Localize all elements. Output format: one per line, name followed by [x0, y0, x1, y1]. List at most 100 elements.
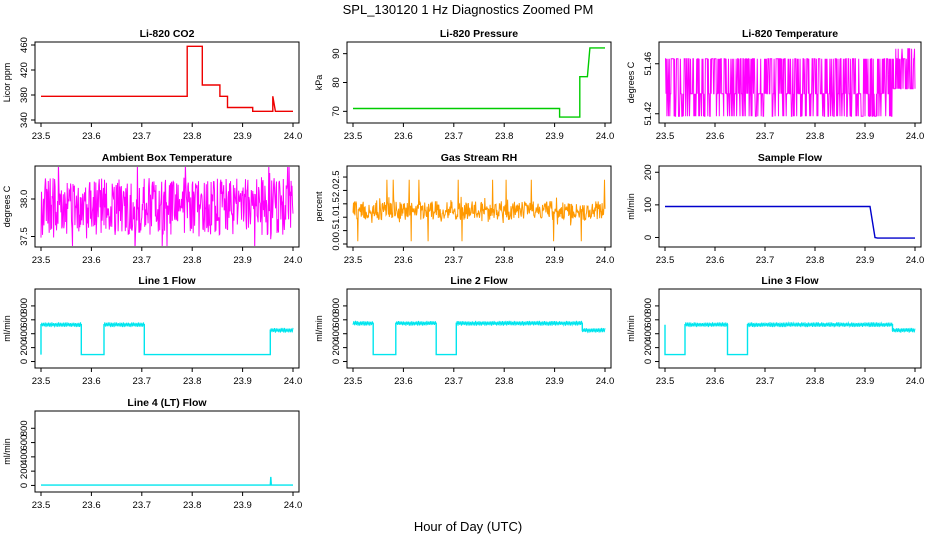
y-tick-label: 200: [331, 340, 342, 356]
x-tick-label: 24.0: [596, 131, 615, 142]
y-tick-label: 200: [19, 463, 30, 479]
y-tick-label: 800: [19, 420, 30, 436]
y-tick-label: 1.0: [331, 211, 342, 224]
y-tick-label: 37.5: [19, 227, 30, 246]
y-axis-label: Licor ppm: [2, 63, 12, 103]
y-tick-label: 800: [643, 298, 654, 314]
y-tick-label: 0: [19, 359, 30, 364]
x-tick-label: 23.6: [394, 131, 413, 142]
y-tick-label: 200: [643, 164, 654, 180]
chart-line1_flow: Line 1 Flow ml/min 23.5 23.6 23.7 23.8 23.9 24.…: [2, 275, 302, 387]
y-tick-label: 100: [643, 197, 654, 213]
x-tick-label: 23.8: [806, 376, 825, 387]
x-tick-label: 23.6: [706, 376, 725, 387]
x-tick-label: 23.6: [706, 255, 725, 266]
x-tick-label: 23.7: [756, 376, 775, 387]
chart-ambient_box_temp: Ambient Box Temperature degrees C 23.5 23.6…: [2, 152, 302, 266]
y-tick-label: 2.0: [331, 184, 342, 197]
x-tick-label: 23.6: [82, 376, 101, 387]
chart-gas_rh: Gas Stream RH percent 23.5 23.6 23.7 23.8 23.9…: [314, 152, 614, 266]
y-tick-label: 0: [19, 483, 30, 488]
x-tick-label: 23.8: [806, 131, 825, 142]
x-tick-label: 23.5: [344, 255, 363, 266]
y-axis-label: kPa: [314, 75, 324, 91]
x-tick-label: 23.9: [545, 131, 564, 142]
y-tick-label: 600: [19, 312, 30, 328]
y-tick-label: 38.0: [19, 190, 30, 209]
panel-title: Line 2 Flow: [450, 275, 508, 287]
y-tick-label: 0.0: [331, 237, 342, 250]
x-tick-label: 24.0: [284, 255, 303, 266]
y-axis-label: ml/min: [626, 193, 636, 220]
plot-frame: [658, 41, 922, 124]
x-tick-label: 23.9: [233, 500, 252, 511]
x-tick-label: 23.7: [756, 131, 775, 142]
y-tick-label: 2.5: [331, 170, 342, 183]
x-tick-label: 23.8: [183, 500, 202, 511]
series-line: [665, 205, 915, 239]
x-tick-label: 23.7: [133, 376, 152, 387]
x-tick-label: 24.0: [284, 376, 303, 387]
series-line: [353, 322, 605, 356]
plot-frame: [346, 288, 612, 369]
x-tick-label: 23.6: [394, 255, 413, 266]
chart-line3_flow: Line 3 Flow ml/min 23.5 23.6 23.7 23.8 23.9 24.…: [626, 275, 924, 387]
y-tick-label: 0: [643, 359, 654, 364]
plot-frame: [34, 165, 300, 248]
series-line: [665, 48, 916, 117]
x-tick-label: 23.6: [706, 131, 725, 142]
x-tick-label: 24.0: [596, 376, 615, 387]
series-jitter: [684, 321, 916, 333]
series-line: [352, 179, 606, 242]
x-tick-label: 23.9: [233, 376, 252, 387]
x-tick-label: 23.8: [495, 131, 514, 142]
y-tick-label: 400: [643, 326, 654, 342]
panel-title: Line 3 Flow: [761, 275, 819, 287]
x-tick-label: 24.0: [906, 376, 925, 387]
x-tick-label: 23.7: [133, 255, 152, 266]
y-tick-label: 90: [331, 48, 342, 59]
y-tick-label: 200: [19, 340, 30, 356]
y-tick-label: 800: [19, 298, 30, 314]
series-line: [353, 47, 605, 118]
series-jitter: [40, 322, 294, 333]
y-axis-label: ml/min: [314, 315, 324, 342]
panel-title: Line 4 (LT) Flow: [127, 397, 207, 409]
panel-title: Li-820 Temperature: [742, 28, 838, 40]
x-tick-label: 23.8: [495, 376, 514, 387]
y-tick-label: 1.5: [331, 197, 342, 210]
y-tick-label: 380: [19, 87, 30, 103]
y-tick-label: 400: [19, 449, 30, 465]
x-tick-label: 23.8: [183, 255, 202, 266]
y-axis-label: degrees C: [626, 61, 636, 103]
x-tick-label: 23.7: [756, 255, 775, 266]
y-tick-label: 340: [19, 112, 30, 128]
x-tick-label: 23.9: [545, 255, 564, 266]
x-tick-label: 23.6: [82, 500, 101, 511]
x-tick-label: 24.0: [906, 255, 925, 266]
y-tick-label: 70: [331, 106, 342, 117]
x-tick-label: 23.6: [82, 255, 101, 266]
x-tick-label: 23.7: [133, 500, 152, 511]
x-tick-label: 24.0: [906, 131, 925, 142]
y-tick-label: 600: [19, 435, 30, 451]
chart-licor_temp: Li-820 Temperature degrees C 23.5 23.6 23.7 2…: [626, 28, 924, 142]
y-axis-label: percent: [314, 191, 324, 222]
chart-sample_flow: Sample Flow ml/min 23.5 23.6 23.7 23.8 23.9 24.…: [626, 152, 924, 266]
x-tick-label: 23.7: [445, 131, 464, 142]
y-tick-label: 51.42: [643, 102, 654, 126]
y-tick-label: 400: [19, 326, 30, 342]
y-tick-label: 420: [19, 62, 30, 78]
series-line: [41, 476, 293, 486]
x-tick-label: 23.5: [32, 131, 51, 142]
x-tick-label: 23.9: [856, 255, 875, 266]
y-tick-label: 600: [331, 312, 342, 328]
x-tick-label: 23.8: [183, 376, 202, 387]
plot-frame: [34, 288, 300, 369]
x-tick-label: 23.9: [856, 376, 875, 387]
chart-pressure: Li-820 Pressure kPa 23.5 23.6 23.7 23.8 23.9 24…: [314, 28, 614, 142]
x-tick-label: 23.5: [32, 500, 51, 511]
x-tick-label: 23.6: [82, 131, 101, 142]
figure-title: SPL_130120 1 Hz Diagnostics Zoomed PM: [343, 2, 594, 17]
